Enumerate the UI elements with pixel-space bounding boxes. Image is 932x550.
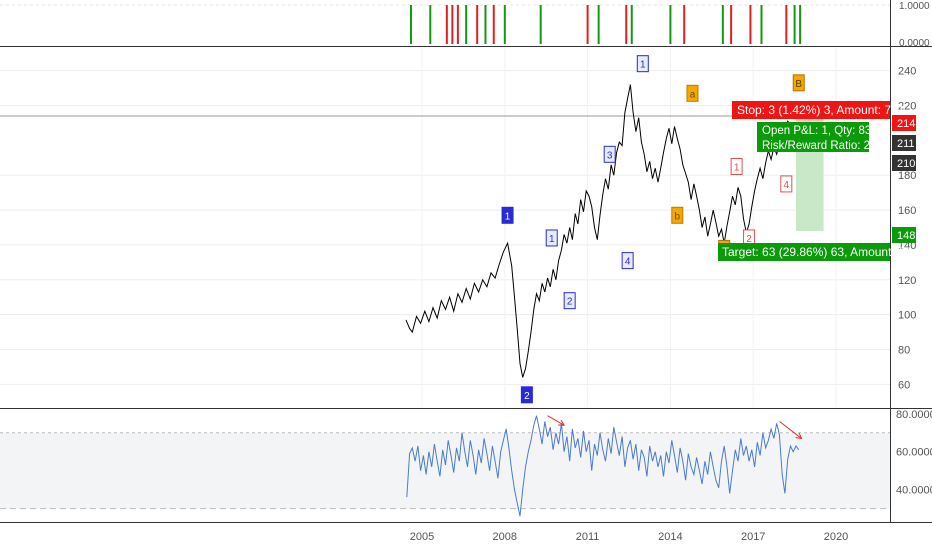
svg-text:Stop: 3 (1.42%) 3, Amount: 751: Stop: 3 (1.42%) 3, Amount: 751 <box>737 103 905 117</box>
wave-label-box <box>686 84 699 102</box>
signals-tick-1: 1.0000 <box>899 1 930 12</box>
wave-label-4: 4 <box>625 257 631 268</box>
wave-label-1: 1 <box>640 60 646 71</box>
wave-label-box <box>563 292 576 310</box>
wave-label-1: 1 <box>505 211 511 222</box>
svg-text:210: 210 <box>897 158 915 170</box>
wave-label-box <box>520 386 533 404</box>
divergence-arrow-head <box>795 432 803 440</box>
pnl-label: Open P&L: 1, Qty: 83 <box>757 122 871 137</box>
svg-text:214: 214 <box>897 118 915 130</box>
wave-label-4: 4 <box>784 180 790 191</box>
time-tick-label: 2005 <box>410 531 434 543</box>
price-tag-entry: 211 <box>892 135 916 151</box>
wave-label-box <box>621 252 634 270</box>
price-tag-stop: 214 <box>892 115 916 131</box>
rsi-tick-label: 80.0000 <box>896 409 932 421</box>
rsi-tick-label: 40.0000 <box>896 485 932 497</box>
price-panel: 1211234ab124AB 2402201801601401201008060… <box>0 48 916 407</box>
wave-label-box <box>603 145 616 163</box>
time-tick-label: 2017 <box>741 531 765 543</box>
divergence-arrow-head <box>558 419 566 426</box>
wave-label-box <box>545 229 558 247</box>
price-tag-current: 210 <box>892 155 916 171</box>
wave-label-1: 1 <box>549 234 555 245</box>
svg-text:Target: 63 (29.86%) 63, Amount: Target: 63 (29.86%) 63, Amount: 62 <box>722 245 912 259</box>
signals-panel: 1.0000 0.0000 <box>0 1 930 49</box>
price-tick-label: 120 <box>898 275 916 287</box>
wave-label-3: 3 <box>607 150 613 161</box>
price-line <box>405 84 796 378</box>
wave-label-box <box>671 206 684 224</box>
wave-label-box <box>780 175 793 193</box>
rsi-panel: 80.0000 60.0000 40.0000 <box>0 409 932 517</box>
price-tick-label: 100 <box>898 310 916 322</box>
price-tick-label: 180 <box>898 170 916 182</box>
wave-label-B: B <box>795 79 802 90</box>
wave-label-box <box>730 158 743 176</box>
time-tick-label: 2014 <box>658 531 682 543</box>
wave-label-box <box>636 55 649 73</box>
rsi-tick-label: 60.0000 <box>896 447 932 459</box>
svg-text:Open P&L: 1, Qty: 83: Open P&L: 1, Qty: 83 <box>762 125 871 137</box>
wave-label-2: 2 <box>746 234 752 245</box>
wave-label-2: 2 <box>567 297 573 308</box>
rsi-band <box>0 432 890 509</box>
wave-label-a: a <box>690 89 696 100</box>
risk-reward-label: Risk/Reward Ratio: 21 <box>757 137 876 152</box>
price-tick-label: 240 <box>898 66 916 78</box>
wave-label-box <box>792 74 805 92</box>
time-tick-label: 2011 <box>576 531 600 543</box>
wave-label-2: 2 <box>524 391 530 402</box>
time-axis: 2005 2008 2011 2014 2017 2020 <box>410 531 848 543</box>
rsi-line <box>406 415 800 517</box>
signals-tick-0: 0.0000 <box>899 38 930 49</box>
svg-text:148: 148 <box>897 230 915 242</box>
price-tick-label: 160 <box>898 205 916 217</box>
divergence-arrow <box>547 415 565 426</box>
price-tick-label: 220 <box>898 101 916 113</box>
stop-label: Stop: 3 (1.42%) 3, Amount: 751 <box>732 101 905 119</box>
price-tag-target: 148 <box>892 227 916 243</box>
wave-label-box <box>501 206 514 224</box>
wave-label-1: 1 <box>734 163 740 174</box>
time-tick-label: 2008 <box>493 531 517 543</box>
target-label: Target: 63 (29.86%) 63, Amount: 62 <box>718 243 912 261</box>
time-tick-label: 2020 <box>824 531 848 543</box>
price-tick-label: 80 <box>898 344 910 356</box>
divergence-arrow <box>779 420 802 439</box>
svg-text:Risk/Reward Ratio: 21: Risk/Reward Ratio: 21 <box>762 140 876 152</box>
price-tick-label: 60 <box>898 379 910 391</box>
svg-text:211: 211 <box>897 138 915 150</box>
wave-label-b: b <box>675 211 681 222</box>
